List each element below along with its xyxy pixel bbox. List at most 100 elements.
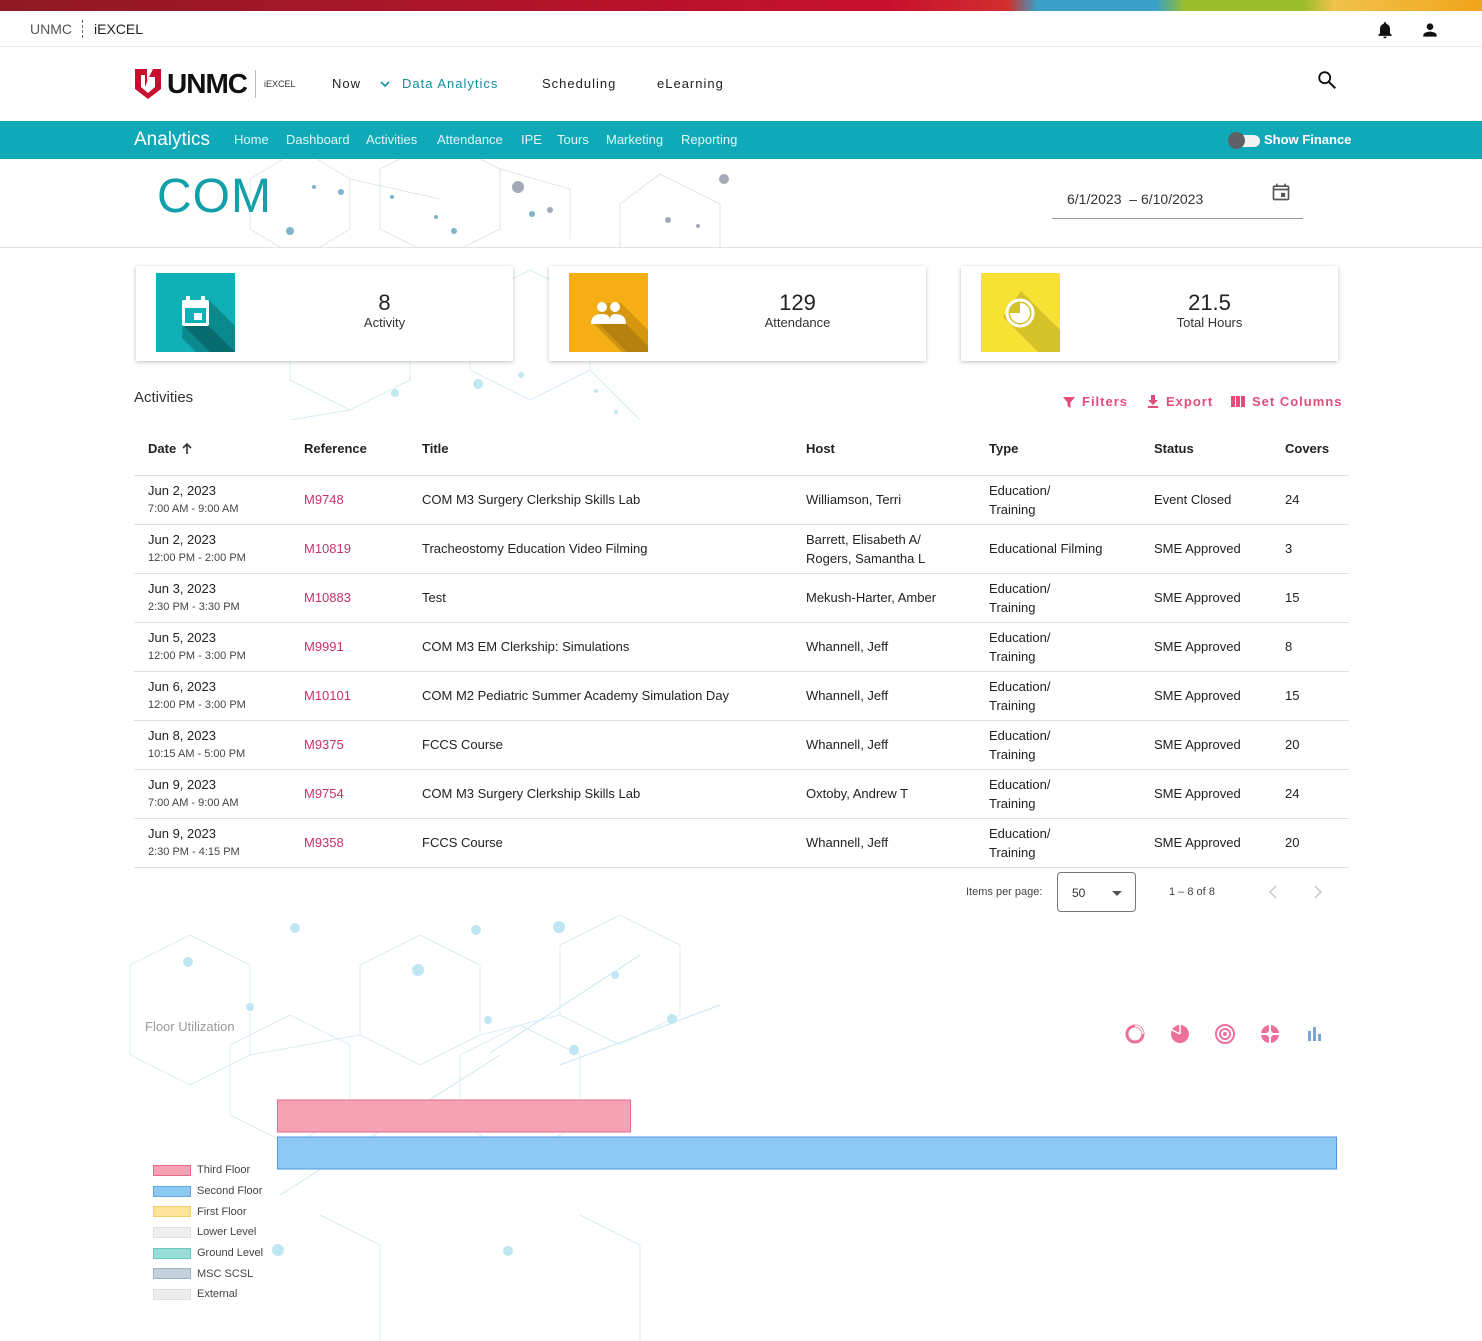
radar-chart-icon[interactable] <box>1259 1023 1281 1045</box>
app-link[interactable]: iEXCEL <box>94 21 144 37</box>
cell-reference[interactable]: M10101 <box>290 671 408 721</box>
cell-reference[interactable]: M9754 <box>290 769 408 819</box>
search-icon[interactable] <box>1316 69 1338 91</box>
cell-type: Education/Training <box>975 671 1140 721</box>
page-range: 1 – 8 of 8 <box>1169 886 1215 898</box>
legend-item[interactable]: First Floor <box>153 1201 263 1222</box>
legend-item[interactable]: Lower Level <box>153 1222 263 1243</box>
cell-host: Whannell, Jeff <box>792 622 975 672</box>
org-link[interactable]: UNMC <box>30 21 72 37</box>
bar-second-floor[interactable] <box>277 1136 1337 1170</box>
cell-reference[interactable]: M9358 <box>290 818 408 868</box>
cell-covers: 15 <box>1271 573 1349 623</box>
cell-date: Jun 2, 2023 12:00 PM - 2:00 PM <box>134 524 290 574</box>
table-row[interactable]: Jun 3, 2023 2:30 PM - 3:30 PM M10883 Test Me… <box>134 573 1349 623</box>
floor-utilization-title: Floor Utilization <box>145 1019 235 1034</box>
col-host[interactable]: Host <box>792 423 975 476</box>
cell-covers: 8 <box>1271 622 1349 672</box>
cell-date: Jun 9, 2023 2:30 PM - 4:15 PM <box>134 818 290 868</box>
bar-third-floor[interactable] <box>277 1099 631 1133</box>
cell-status: Event Closed <box>1140 475 1271 525</box>
activity-count: 8 <box>378 290 391 315</box>
cell-date: Jun 6, 2023 12:00 PM - 3:00 PM <box>134 671 290 721</box>
cell-status: SME Approved <box>1140 573 1271 623</box>
date-range-picker[interactable]: 6/1/2023 – 6/10/2023 <box>1052 179 1303 219</box>
cell-type: Education/Training <box>975 622 1140 672</box>
date-range-value: 6/1/2023 – 6/10/2023 <box>1067 191 1204 207</box>
legend-item[interactable]: Third Floor <box>153 1160 263 1181</box>
pie-chart-icon[interactable] <box>1169 1023 1191 1045</box>
nav-data-analytics[interactable]: Data Analytics <box>402 76 499 91</box>
calendar-icon[interactable] <box>1271 182 1291 202</box>
tab-attendance[interactable]: Attendance <box>437 132 503 147</box>
table-row[interactable]: Jun 8, 2023 10:15 AM - 5:00 PM M9375 FCCS C… <box>134 720 1349 770</box>
prev-page-icon[interactable] <box>1267 885 1279 899</box>
page-size-select[interactable]: 50 <box>1057 872 1136 912</box>
tab-dashboard[interactable]: Dashboard <box>286 132 350 147</box>
col-date[interactable]: Date <box>134 423 290 476</box>
cell-reference[interactable]: M10883 <box>290 573 408 623</box>
legend-item[interactable]: MSC SCSL <box>153 1263 263 1284</box>
legend-item[interactable]: Ground Level <box>153 1243 263 1264</box>
col-covers[interactable]: Covers <box>1271 423 1349 476</box>
set-columns-button[interactable]: Set Columns <box>1231 394 1342 409</box>
analytics-brand[interactable]: Analytics <box>134 129 211 150</box>
filter-icon <box>1063 396 1075 408</box>
bell-icon[interactable] <box>1375 20 1395 40</box>
nav-now[interactable]: Now <box>332 76 362 91</box>
cell-host: Williamson, Terri <box>792 475 975 525</box>
cell-time: 12:00 PM - 3:00 PM <box>148 649 246 662</box>
polar-chart-icon[interactable] <box>1214 1023 1236 1045</box>
account-icon[interactable] <box>1420 20 1440 40</box>
table-row[interactable]: Jun 2, 2023 7:00 AM - 9:00 AM M9748 COM M3 … <box>134 475 1349 525</box>
export-button[interactable]: Export <box>1147 394 1213 409</box>
legend-label: Lower Level <box>197 1226 257 1239</box>
tab-ipe[interactable]: IPE <box>521 132 542 147</box>
table-row[interactable]: Jun 9, 2023 7:00 AM - 9:00 AM M9754 COM M3 … <box>134 769 1349 819</box>
cell-title: COM M3 EM Clerkship: Simulations <box>408 622 792 672</box>
next-page-icon[interactable] <box>1312 885 1324 899</box>
unmc-logo[interactable]: UNMC iEXCEL <box>133 67 296 101</box>
cell-time: 2:30 PM - 4:15 PM <box>148 845 240 858</box>
cell-time: 12:00 PM - 3:00 PM <box>148 698 246 711</box>
tab-marketing[interactable]: Marketing <box>606 132 664 147</box>
cell-date: Jun 9, 2023 7:00 AM - 9:00 AM <box>134 769 290 819</box>
cell-title: FCCS Course <box>408 818 792 868</box>
col-type[interactable]: Type <box>975 423 1140 476</box>
tab-reporting[interactable]: Reporting <box>681 132 738 147</box>
legend-swatch <box>153 1288 191 1300</box>
table-row[interactable]: Jun 9, 2023 2:30 PM - 4:15 PM M9358 FCCS Co… <box>134 818 1349 868</box>
cell-reference[interactable]: M9748 <box>290 475 408 525</box>
table-row[interactable]: Jun 6, 2023 12:00 PM - 3:00 PM M10101 COM M… <box>134 671 1349 721</box>
cell-reference[interactable]: M9375 <box>290 720 408 770</box>
tab-tours[interactable]: Tours <box>557 132 589 147</box>
activities-table: Date Reference Title Host Type Status Co… <box>134 423 1349 868</box>
cell-time: 7:00 AM - 9:00 AM <box>148 796 239 809</box>
tab-home[interactable]: Home <box>234 132 269 147</box>
table-row[interactable]: Jun 5, 2023 12:00 PM - 3:00 PM M9991 COM M3… <box>134 622 1349 672</box>
legend-label: Third Floor <box>197 1164 251 1177</box>
col-title[interactable]: Title <box>408 423 792 476</box>
chevron-down-icon <box>380 81 390 88</box>
bar-chart-icon[interactable] <box>1304 1023 1326 1045</box>
finance-toggle[interactable] <box>1228 131 1260 149</box>
col-status[interactable]: Status <box>1140 423 1271 476</box>
legend-swatch <box>153 1226 191 1238</box>
legend-item[interactable]: External <box>153 1284 263 1305</box>
filters-button[interactable]: Filters <box>1063 394 1128 409</box>
doughnut-chart-icon[interactable] <box>1124 1023 1146 1045</box>
nav-elearning[interactable]: eLearning <box>657 76 724 91</box>
finance-toggle-label: Show Finance <box>1264 132 1352 147</box>
cell-reference[interactable]: M9991 <box>290 622 408 672</box>
cell-reference[interactable]: M10819 <box>290 524 408 574</box>
cell-host: Whannell, Jeff <box>792 818 975 868</box>
hours-label: Total Hours <box>1176 315 1243 330</box>
tab-activities[interactable]: Activities <box>366 132 418 147</box>
summary-card-hours: 21.5 Total Hours <box>961 266 1338 361</box>
crumb-divider <box>82 20 83 38</box>
table-row[interactable]: Jun 2, 2023 12:00 PM - 2:00 PM M10819 Trach… <box>134 524 1349 574</box>
legend-item[interactable]: Second Floor <box>153 1181 263 1202</box>
brand-stripe <box>0 0 1482 11</box>
nav-scheduling[interactable]: Scheduling <box>542 76 617 91</box>
col-reference[interactable]: Reference <box>290 423 408 476</box>
